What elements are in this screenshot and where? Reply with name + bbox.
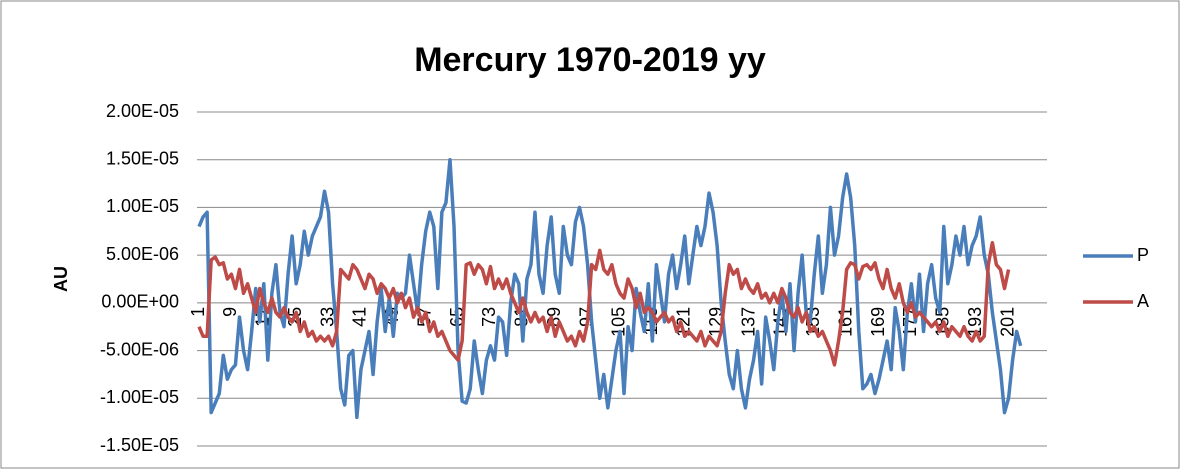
legend-label: P: [1137, 245, 1149, 265]
x-tick-label: 73: [479, 307, 499, 327]
y-tick-label: 5.00E-06: [106, 244, 179, 264]
y-tick-label: 2.00E-05: [106, 101, 179, 121]
y-tick-label: 1.00E-05: [106, 196, 179, 216]
x-tick-label: 137: [738, 307, 758, 337]
x-tick-label: 33: [317, 307, 337, 327]
x-tick-label: 193: [965, 307, 985, 337]
x-tick-label: 9: [220, 307, 240, 317]
x-tick-label: 105: [609, 307, 629, 337]
x-tick-label: 201: [997, 307, 1017, 337]
x-tick-label: 169: [868, 307, 888, 337]
y-tick-label: -5.00E-06: [100, 339, 179, 359]
y-tick-label: -1.50E-05: [100, 435, 179, 455]
x-tick-label: 1: [188, 307, 208, 317]
y-tick-label: -1.00E-05: [100, 387, 179, 407]
chart-title: Mercury 1970-2019 yy: [414, 41, 766, 79]
x-tick-label: 41: [350, 307, 370, 327]
series-line: [197, 240, 1011, 367]
y-axis-label: AU: [51, 266, 71, 292]
legend-label: A: [1137, 291, 1149, 311]
y-tick-label: 1.50E-05: [106, 148, 179, 168]
y-tick-label: 0.00E+00: [101, 292, 179, 312]
